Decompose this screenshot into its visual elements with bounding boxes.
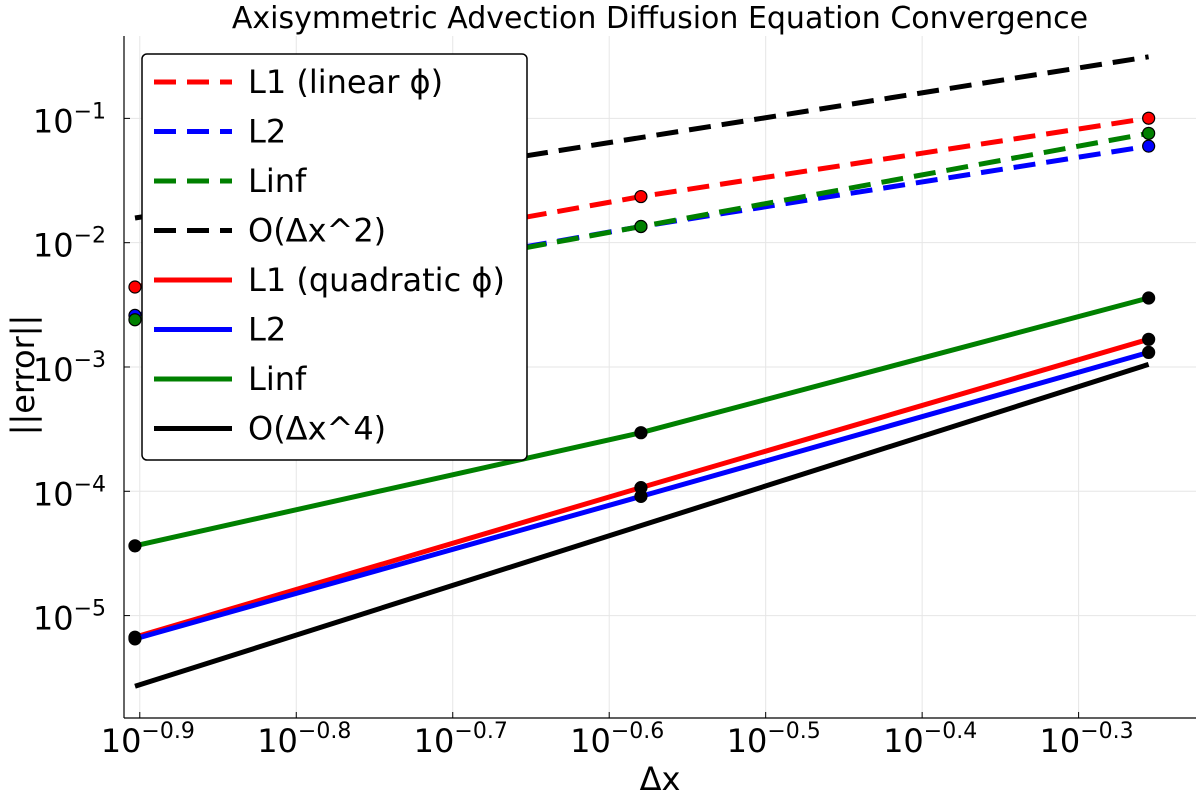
y-tick-label: 10−5	[33, 597, 106, 638]
x-tick-label-exponent: −0.6	[611, 719, 664, 744]
data-point	[634, 426, 648, 440]
y-ticks: 10−510−410−310−210−1	[33, 99, 130, 638]
legend-item: L1 (quadratic ϕ)	[154, 261, 505, 299]
x-tick-label: 10−0.8	[257, 719, 351, 760]
data-point	[634, 189, 648, 204]
data-point	[1142, 345, 1156, 360]
legend-item: Linf	[154, 360, 307, 398]
x-tick-label: 10−0.5	[727, 719, 821, 760]
data-point	[634, 219, 648, 234]
x-tick-label-base: 10	[101, 722, 142, 760]
legend-label: O(Δx^2)	[248, 212, 386, 250]
series-7	[128, 291, 1156, 553]
legend: L1 (linear ϕ) L2 Linf O(Δx^2) L1 (quadratic …	[141, 53, 528, 461]
y-tick-label: 10−2	[33, 224, 106, 265]
x-tick-label-exponent: −0.4	[924, 719, 977, 744]
data-point	[1142, 139, 1156, 153]
data-point	[634, 489, 648, 503]
x-tick-label-base: 10	[883, 722, 924, 760]
x-tick-label: 10−0.6	[570, 719, 664, 760]
data-point	[128, 280, 142, 294]
x-tick-label: 10−0.4	[883, 719, 977, 760]
x-tick-label-exponent: −0.5	[767, 719, 820, 744]
legend-label: O(Δx^4)	[248, 410, 386, 448]
legend-label: L1 (quadratic ϕ)	[248, 261, 505, 299]
y-tick-label: 10−4	[33, 472, 106, 513]
legend-label: L2	[248, 113, 286, 151]
legend-item: O(Δx^4)	[154, 410, 386, 448]
legend-item: L2	[154, 113, 286, 151]
x-tick-label-exponent: −0.9	[141, 719, 194, 744]
legend-item: O(Δx^2)	[154, 212, 386, 250]
legend-item: Linf	[154, 162, 307, 200]
series-line	[134, 362, 1150, 689]
x-tick-label-base: 10	[727, 722, 768, 760]
data-point	[128, 313, 142, 327]
y-tick-label-base: 10	[33, 351, 74, 389]
y-tick-label-exponent: −5	[74, 597, 106, 622]
x-tick-label-exponent: −0.8	[298, 719, 351, 744]
x-axis-label: Δx	[640, 760, 681, 798]
x-tick-label: 10−0.3	[1040, 719, 1134, 760]
data-point	[1142, 332, 1156, 346]
y-tick-label-base: 10	[33, 227, 74, 265]
y-tick-label-base: 10	[33, 475, 74, 513]
x-tick-label-exponent: −0.3	[1080, 719, 1133, 744]
x-tick-label-base: 10	[1040, 722, 1081, 760]
x-tick-label-base: 10	[414, 722, 455, 760]
series-6	[128, 345, 1156, 646]
y-tick-label-exponent: −3	[74, 348, 106, 373]
x-ticks: 10−0.9 10−0.8 10−0.7 10−0.6 10−0.5 10−0.4 10−0…	[101, 712, 1134, 760]
series-8	[134, 362, 1150, 689]
x-tick-label: 10−0.7	[414, 719, 508, 760]
y-tick-label-base: 10	[33, 600, 74, 638]
x-tick-label-base: 10	[570, 722, 611, 760]
data-point	[128, 632, 142, 646]
x-tick-label: 10−0.9	[101, 719, 195, 760]
legend-label: L1 (linear ϕ)	[248, 63, 443, 101]
y-tick-label: 10−1	[33, 99, 106, 140]
chart-title: Axisymmetric Advection Diffusion Equatio…	[232, 1, 1088, 36]
legend-item: L1 (linear ϕ)	[154, 63, 443, 101]
y-tick-label: 10−3	[33, 348, 106, 389]
legend-box	[141, 53, 528, 461]
y-tick-label-base: 10	[33, 102, 74, 140]
data-point	[1142, 111, 1156, 125]
legend-label: Linf	[248, 360, 307, 398]
y-tick-label-exponent: −1	[74, 99, 106, 124]
x-tick-label-base: 10	[257, 722, 298, 760]
y-tick-label-exponent: −2	[74, 224, 106, 249]
legend-label: L2	[248, 311, 286, 349]
y-axis-label: ||error||	[4, 315, 42, 436]
data-point	[1142, 126, 1156, 140]
data-point	[1142, 291, 1156, 305]
x-tick-label-exponent: −0.7	[454, 719, 507, 744]
data-point	[128, 539, 142, 553]
axes	[123, 36, 1196, 719]
legend-item: L2	[154, 311, 286, 349]
legend-label: Linf	[248, 162, 307, 200]
y-tick-label-exponent: −4	[74, 472, 106, 497]
